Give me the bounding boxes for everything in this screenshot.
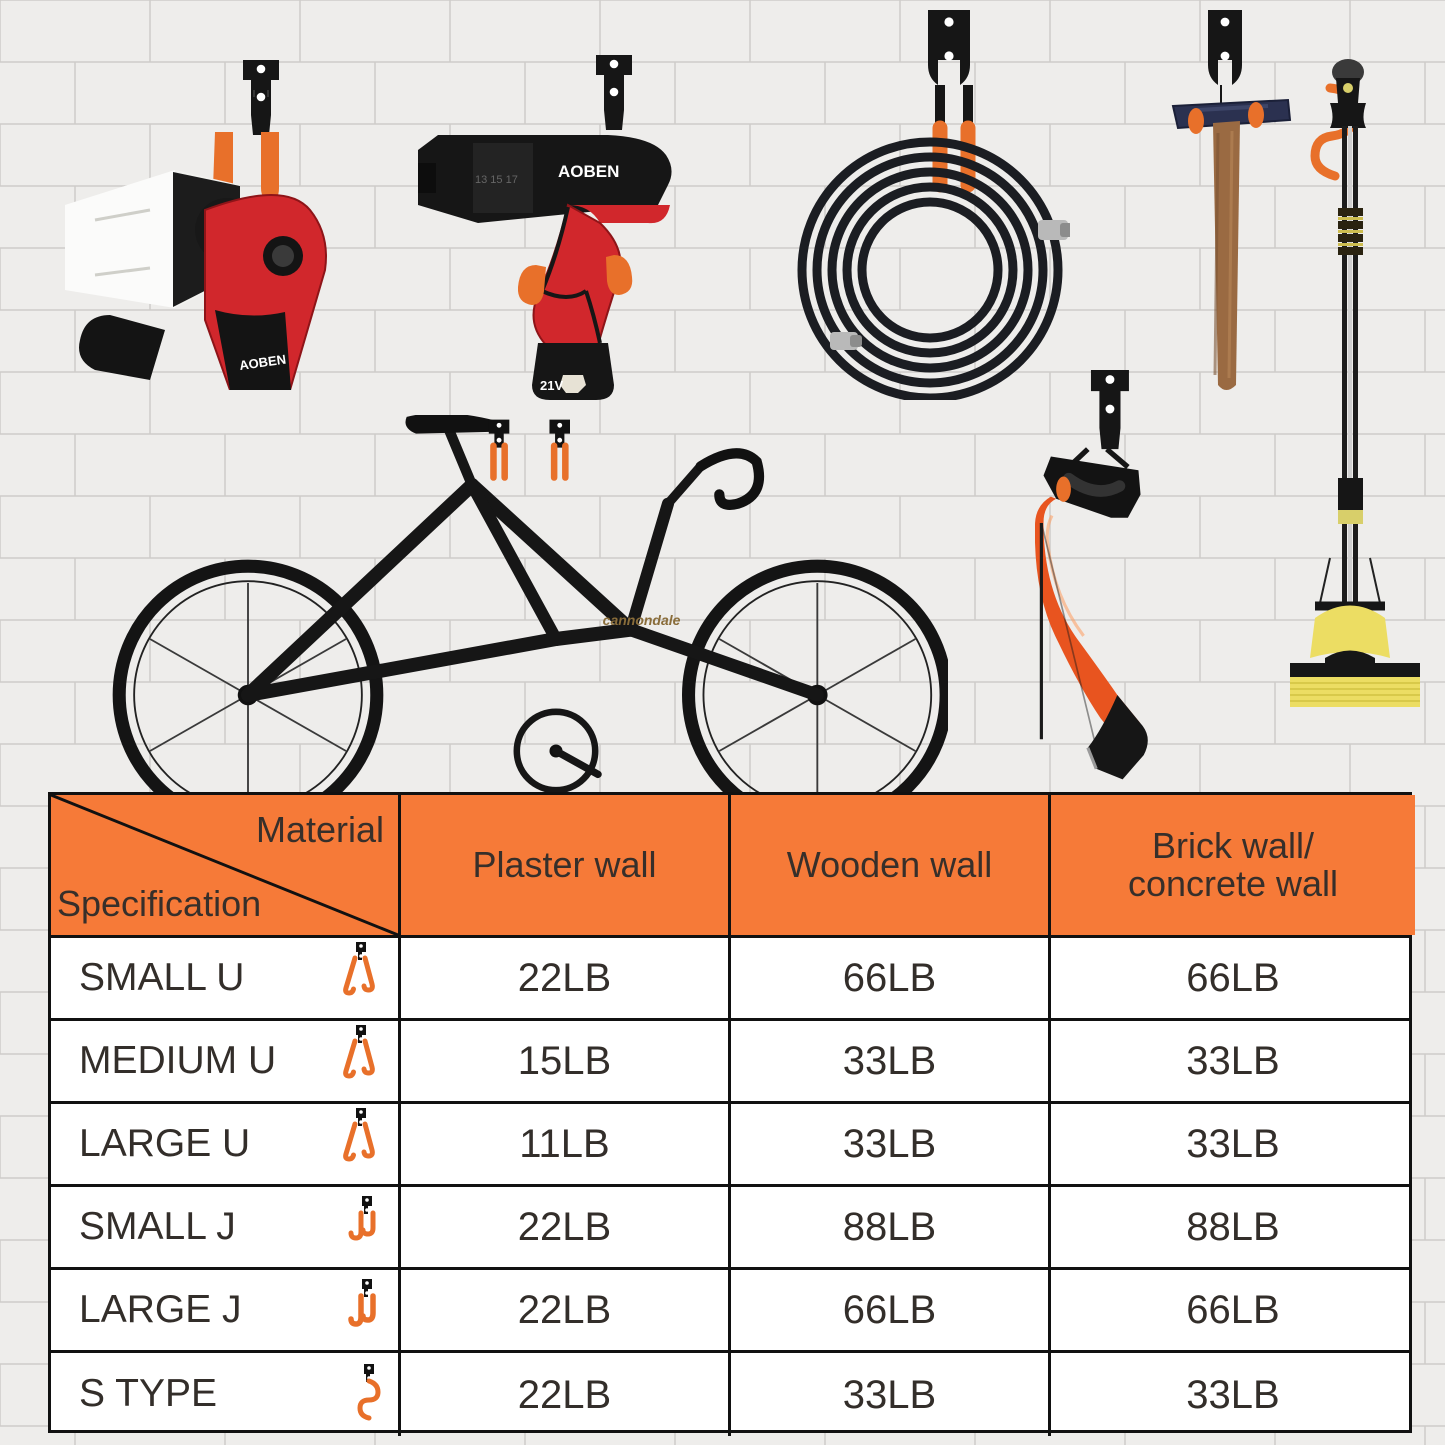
svg-text:cannondale: cannondale — [603, 612, 681, 628]
svg-text:21V: 21V — [540, 378, 563, 393]
svg-text:AOBEN: AOBEN — [558, 162, 619, 181]
svg-text:13 15 17: 13 15 17 — [475, 174, 518, 186]
